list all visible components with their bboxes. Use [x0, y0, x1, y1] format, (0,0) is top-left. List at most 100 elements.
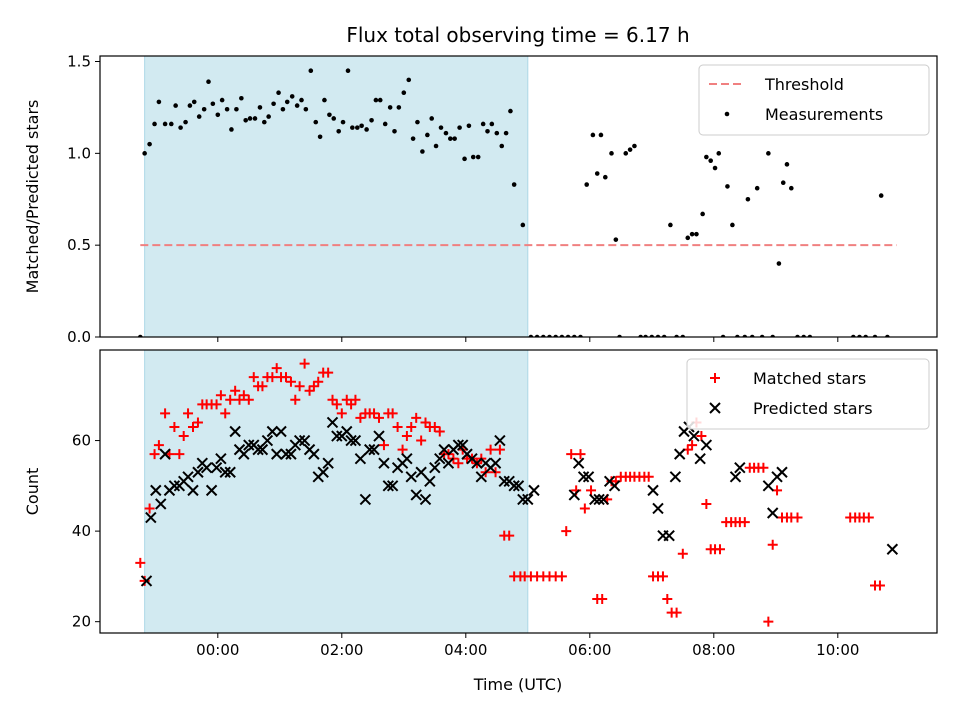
measurement-point	[340, 119, 346, 125]
matched-star-point	[281, 372, 291, 383]
measurement-point	[396, 105, 402, 110]
x-tick-label: 08:00	[692, 641, 735, 659]
matched-star-point	[504, 530, 515, 541]
observing-span	[144, 55, 529, 338]
matched-star-point	[144, 503, 155, 514]
predicted-star-point	[688, 430, 700, 442]
measurement-point	[420, 149, 425, 154]
measurement-point	[299, 97, 304, 103]
predicted-star-point	[494, 434, 506, 447]
measurement-point	[219, 97, 225, 103]
legend-measurement-swatch	[724, 111, 730, 117]
measurement-point	[590, 132, 596, 138]
measurement-point	[745, 196, 751, 202]
measurement-point	[350, 125, 355, 130]
observing-span	[144, 349, 529, 634]
measurement-point	[480, 121, 486, 127]
predicted-star-point	[155, 498, 167, 510]
predicted-star-point	[647, 484, 659, 497]
matched-star-point	[494, 444, 505, 455]
predicted-star-point	[266, 425, 279, 438]
matched-star-point	[139, 575, 150, 586]
predicted-star-point	[405, 471, 417, 483]
predicted-star-point	[215, 452, 227, 465]
predicted-star-point	[593, 493, 605, 506]
y-axis-label: Count	[23, 468, 42, 516]
measurement-point	[289, 94, 295, 99]
measurement-point	[784, 162, 790, 167]
measurement-point	[632, 143, 637, 149]
matched-star-point	[183, 408, 194, 419]
measurement-point	[708, 158, 713, 163]
predicted-star-point	[419, 493, 432, 506]
predicted-star-point	[238, 448, 250, 460]
measurement-point	[594, 171, 600, 176]
measurement-point	[183, 119, 188, 125]
measurement-point	[313, 119, 319, 125]
predicted-star-point	[694, 452, 706, 465]
predicted-star-point	[528, 484, 540, 497]
chart-title: Flux total observing time = 6.17 h	[346, 23, 689, 47]
predicted-star-point	[145, 511, 157, 524]
predicted-star-point	[224, 466, 236, 478]
predicted-star-point	[475, 471, 488, 483]
matched-star-point	[327, 394, 338, 405]
measurement-point	[438, 125, 444, 130]
predicted-star-point	[308, 448, 320, 460]
matched-star-point	[763, 616, 774, 627]
predicted-star-point	[187, 484, 199, 497]
measurement-point	[224, 106, 230, 112]
predicted-star-point	[489, 457, 502, 469]
measurement-point	[210, 101, 216, 107]
predicted-star-point	[729, 471, 742, 483]
measurement-point	[257, 105, 263, 110]
measurement-point	[457, 125, 462, 130]
matched-star-point	[677, 548, 688, 559]
matched-star-point	[355, 412, 366, 423]
matched-star-point	[215, 390, 226, 401]
matched-star-point	[331, 399, 342, 410]
measurement-point	[382, 121, 388, 127]
measurement-point	[284, 99, 290, 105]
predicted-star-point	[442, 457, 455, 469]
matched-star-point	[238, 390, 249, 401]
predicted-star-point	[589, 493, 601, 506]
predicted-star-point	[219, 466, 231, 478]
measurement-point	[308, 68, 314, 73]
matched-star-point	[285, 376, 296, 387]
matched-star-point	[323, 367, 334, 378]
measurement-point	[173, 103, 178, 108]
matched-star-point	[420, 417, 431, 428]
predicted-star-point	[192, 466, 204, 478]
measurement-point	[317, 134, 323, 140]
matched-star-point	[160, 408, 171, 419]
matched-star-point	[863, 512, 874, 523]
matched-star-point	[299, 358, 310, 369]
measurement-point	[373, 97, 379, 103]
measurement-point	[243, 117, 248, 123]
measurement-point	[142, 151, 147, 156]
measurement-point	[433, 143, 439, 149]
matched-star-point	[701, 498, 712, 509]
measurement-point	[377, 97, 383, 103]
measurement-point	[294, 103, 300, 108]
measurement-point	[178, 125, 183, 130]
predicted-star-point	[522, 493, 534, 506]
matched-star-point	[178, 431, 189, 442]
measurement-point	[766, 151, 771, 156]
predicted-star-point	[438, 443, 450, 456]
legend-label: Measurements	[765, 105, 883, 124]
legend-label: Threshold	[764, 75, 844, 94]
predicted-star-point	[210, 462, 223, 474]
measurement-point	[789, 185, 794, 191]
predicted-star-point	[700, 439, 713, 451]
matched-star-point	[257, 381, 268, 392]
measurement-point	[262, 119, 267, 125]
measurement-point	[503, 130, 509, 136]
matched-star-point	[267, 372, 278, 383]
measurement-point	[247, 116, 253, 121]
matched-star-point	[243, 394, 254, 405]
predicted-star-point	[401, 452, 413, 465]
matched-star-point	[575, 449, 586, 460]
predicted-star-point	[572, 457, 585, 469]
